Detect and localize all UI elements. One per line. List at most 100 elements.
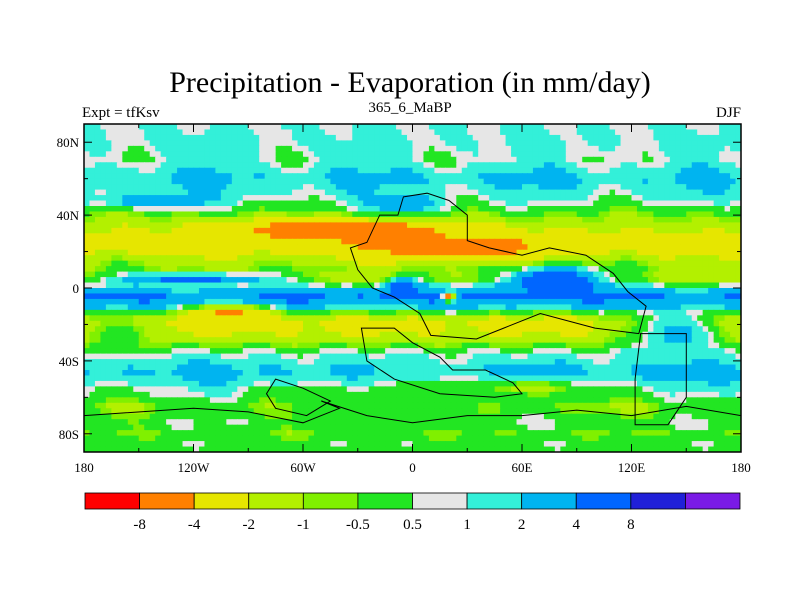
field-cell — [532, 320, 540, 327]
field-cell — [368, 151, 375, 158]
field-cell — [708, 249, 715, 256]
field-cell — [489, 189, 496, 196]
field-cell — [281, 173, 288, 180]
field-cell — [434, 189, 441, 196]
field-cell — [483, 255, 490, 262]
field-cell — [231, 227, 238, 234]
field-cell — [686, 255, 693, 262]
field-cell — [122, 320, 129, 327]
field-cell — [702, 271, 709, 278]
field-cell — [636, 293, 644, 300]
field-cell — [664, 244, 671, 251]
field-cell — [374, 348, 381, 355]
field-cell — [489, 309, 496, 316]
field-cell — [297, 331, 304, 338]
field-cell — [713, 282, 720, 289]
field-cell — [286, 249, 293, 256]
field-cell — [313, 282, 321, 289]
field-cell — [724, 184, 731, 191]
field-cell — [215, 348, 222, 355]
field-cell — [724, 260, 731, 267]
field-cell — [571, 167, 578, 174]
field-cell — [516, 342, 523, 349]
field-cell — [303, 271, 310, 278]
field-cell — [724, 271, 731, 278]
field-cell — [702, 216, 709, 223]
field-cell — [335, 342, 342, 349]
field-cell — [335, 304, 342, 311]
field-cell — [450, 238, 457, 245]
field-cell — [286, 233, 293, 240]
field-cell — [133, 348, 140, 355]
field-cell — [160, 298, 167, 305]
field-cell — [543, 206, 550, 213]
field-cell — [642, 271, 649, 278]
field-cell — [719, 216, 726, 223]
field-cell — [615, 249, 622, 256]
field-cell — [456, 271, 463, 278]
field-cell — [308, 134, 315, 141]
field-cell — [598, 145, 605, 152]
field-cell — [554, 271, 561, 278]
field-cell — [675, 216, 682, 223]
field-cell — [270, 184, 277, 191]
field-cell — [89, 156, 96, 163]
field-cell — [669, 255, 676, 262]
field-cell — [516, 129, 523, 136]
field-cell — [330, 337, 337, 344]
field-cell — [658, 277, 665, 284]
field-cell — [308, 216, 315, 223]
field-cell — [330, 293, 337, 300]
field-cell — [111, 320, 118, 327]
field-cell — [105, 244, 112, 251]
field-cell — [434, 320, 441, 327]
field-cell — [100, 145, 107, 152]
field-cell — [286, 271, 293, 278]
field-cell — [390, 189, 397, 196]
field-cell — [511, 216, 518, 223]
field-cell — [609, 260, 616, 267]
field-cell — [133, 189, 140, 196]
field-cell — [631, 244, 638, 251]
field-cell — [368, 266, 375, 273]
field-cell — [127, 211, 134, 218]
field-cell — [428, 315, 435, 322]
field-cell — [138, 282, 145, 289]
field-cell — [374, 331, 381, 338]
field-cell — [100, 282, 107, 289]
field-cell — [724, 249, 731, 256]
field-cell — [675, 304, 682, 311]
field-cell — [209, 145, 216, 152]
field-cell — [275, 266, 282, 273]
field-cell — [527, 216, 534, 223]
field-cell — [127, 331, 134, 338]
field-cell — [527, 320, 534, 327]
field-cell — [270, 315, 277, 322]
field-cell — [735, 178, 741, 185]
field-cell — [308, 282, 315, 289]
field-cell — [445, 156, 452, 163]
field-cell — [565, 222, 572, 229]
field-cell — [346, 211, 353, 218]
field-cell — [215, 211, 222, 218]
field-cell — [609, 151, 616, 158]
field-cell — [653, 145, 660, 152]
field-cell — [171, 271, 178, 278]
field-cell — [171, 309, 178, 316]
field-cell — [636, 238, 644, 245]
field-cell — [450, 129, 457, 136]
field-cell — [264, 173, 271, 180]
field-cell — [494, 266, 501, 273]
field-cell — [324, 173, 331, 180]
field-cell — [669, 298, 676, 305]
field-cell — [89, 189, 96, 196]
field-cell — [264, 331, 271, 338]
field-cell — [407, 145, 414, 152]
field-cell — [680, 244, 687, 251]
field-cell — [686, 173, 693, 180]
field-cell — [226, 320, 233, 327]
field-cell — [363, 320, 370, 327]
field-cell — [226, 134, 233, 141]
field-cell — [379, 162, 386, 169]
field-cell — [308, 348, 315, 355]
